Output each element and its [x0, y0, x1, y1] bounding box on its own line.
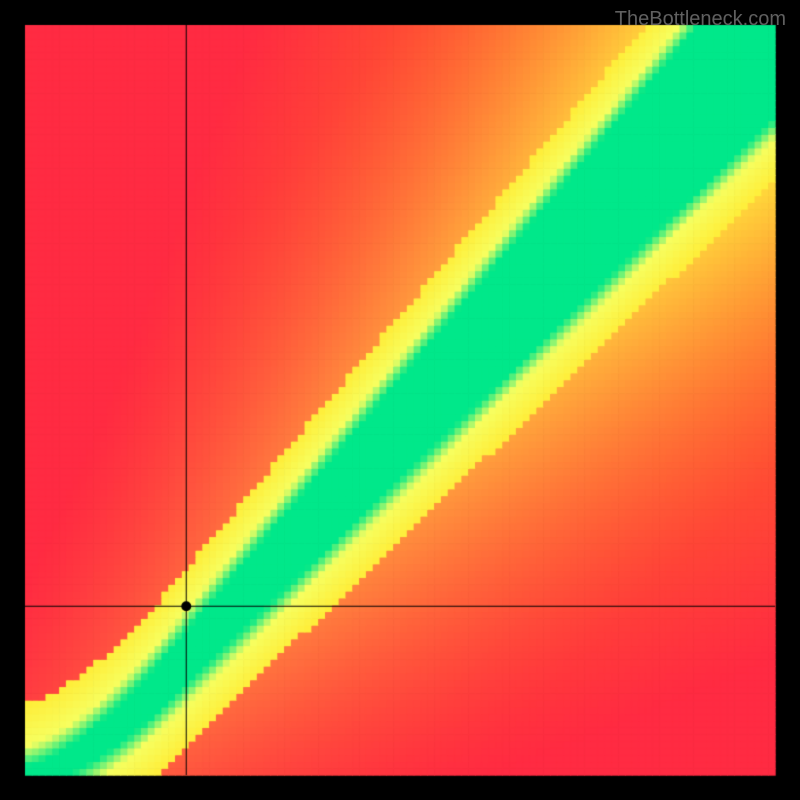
watermark-text: TheBottleneck.com [615, 8, 786, 31]
heatmap-canvas [0, 0, 800, 800]
chart-container: TheBottleneck.com [0, 0, 800, 800]
